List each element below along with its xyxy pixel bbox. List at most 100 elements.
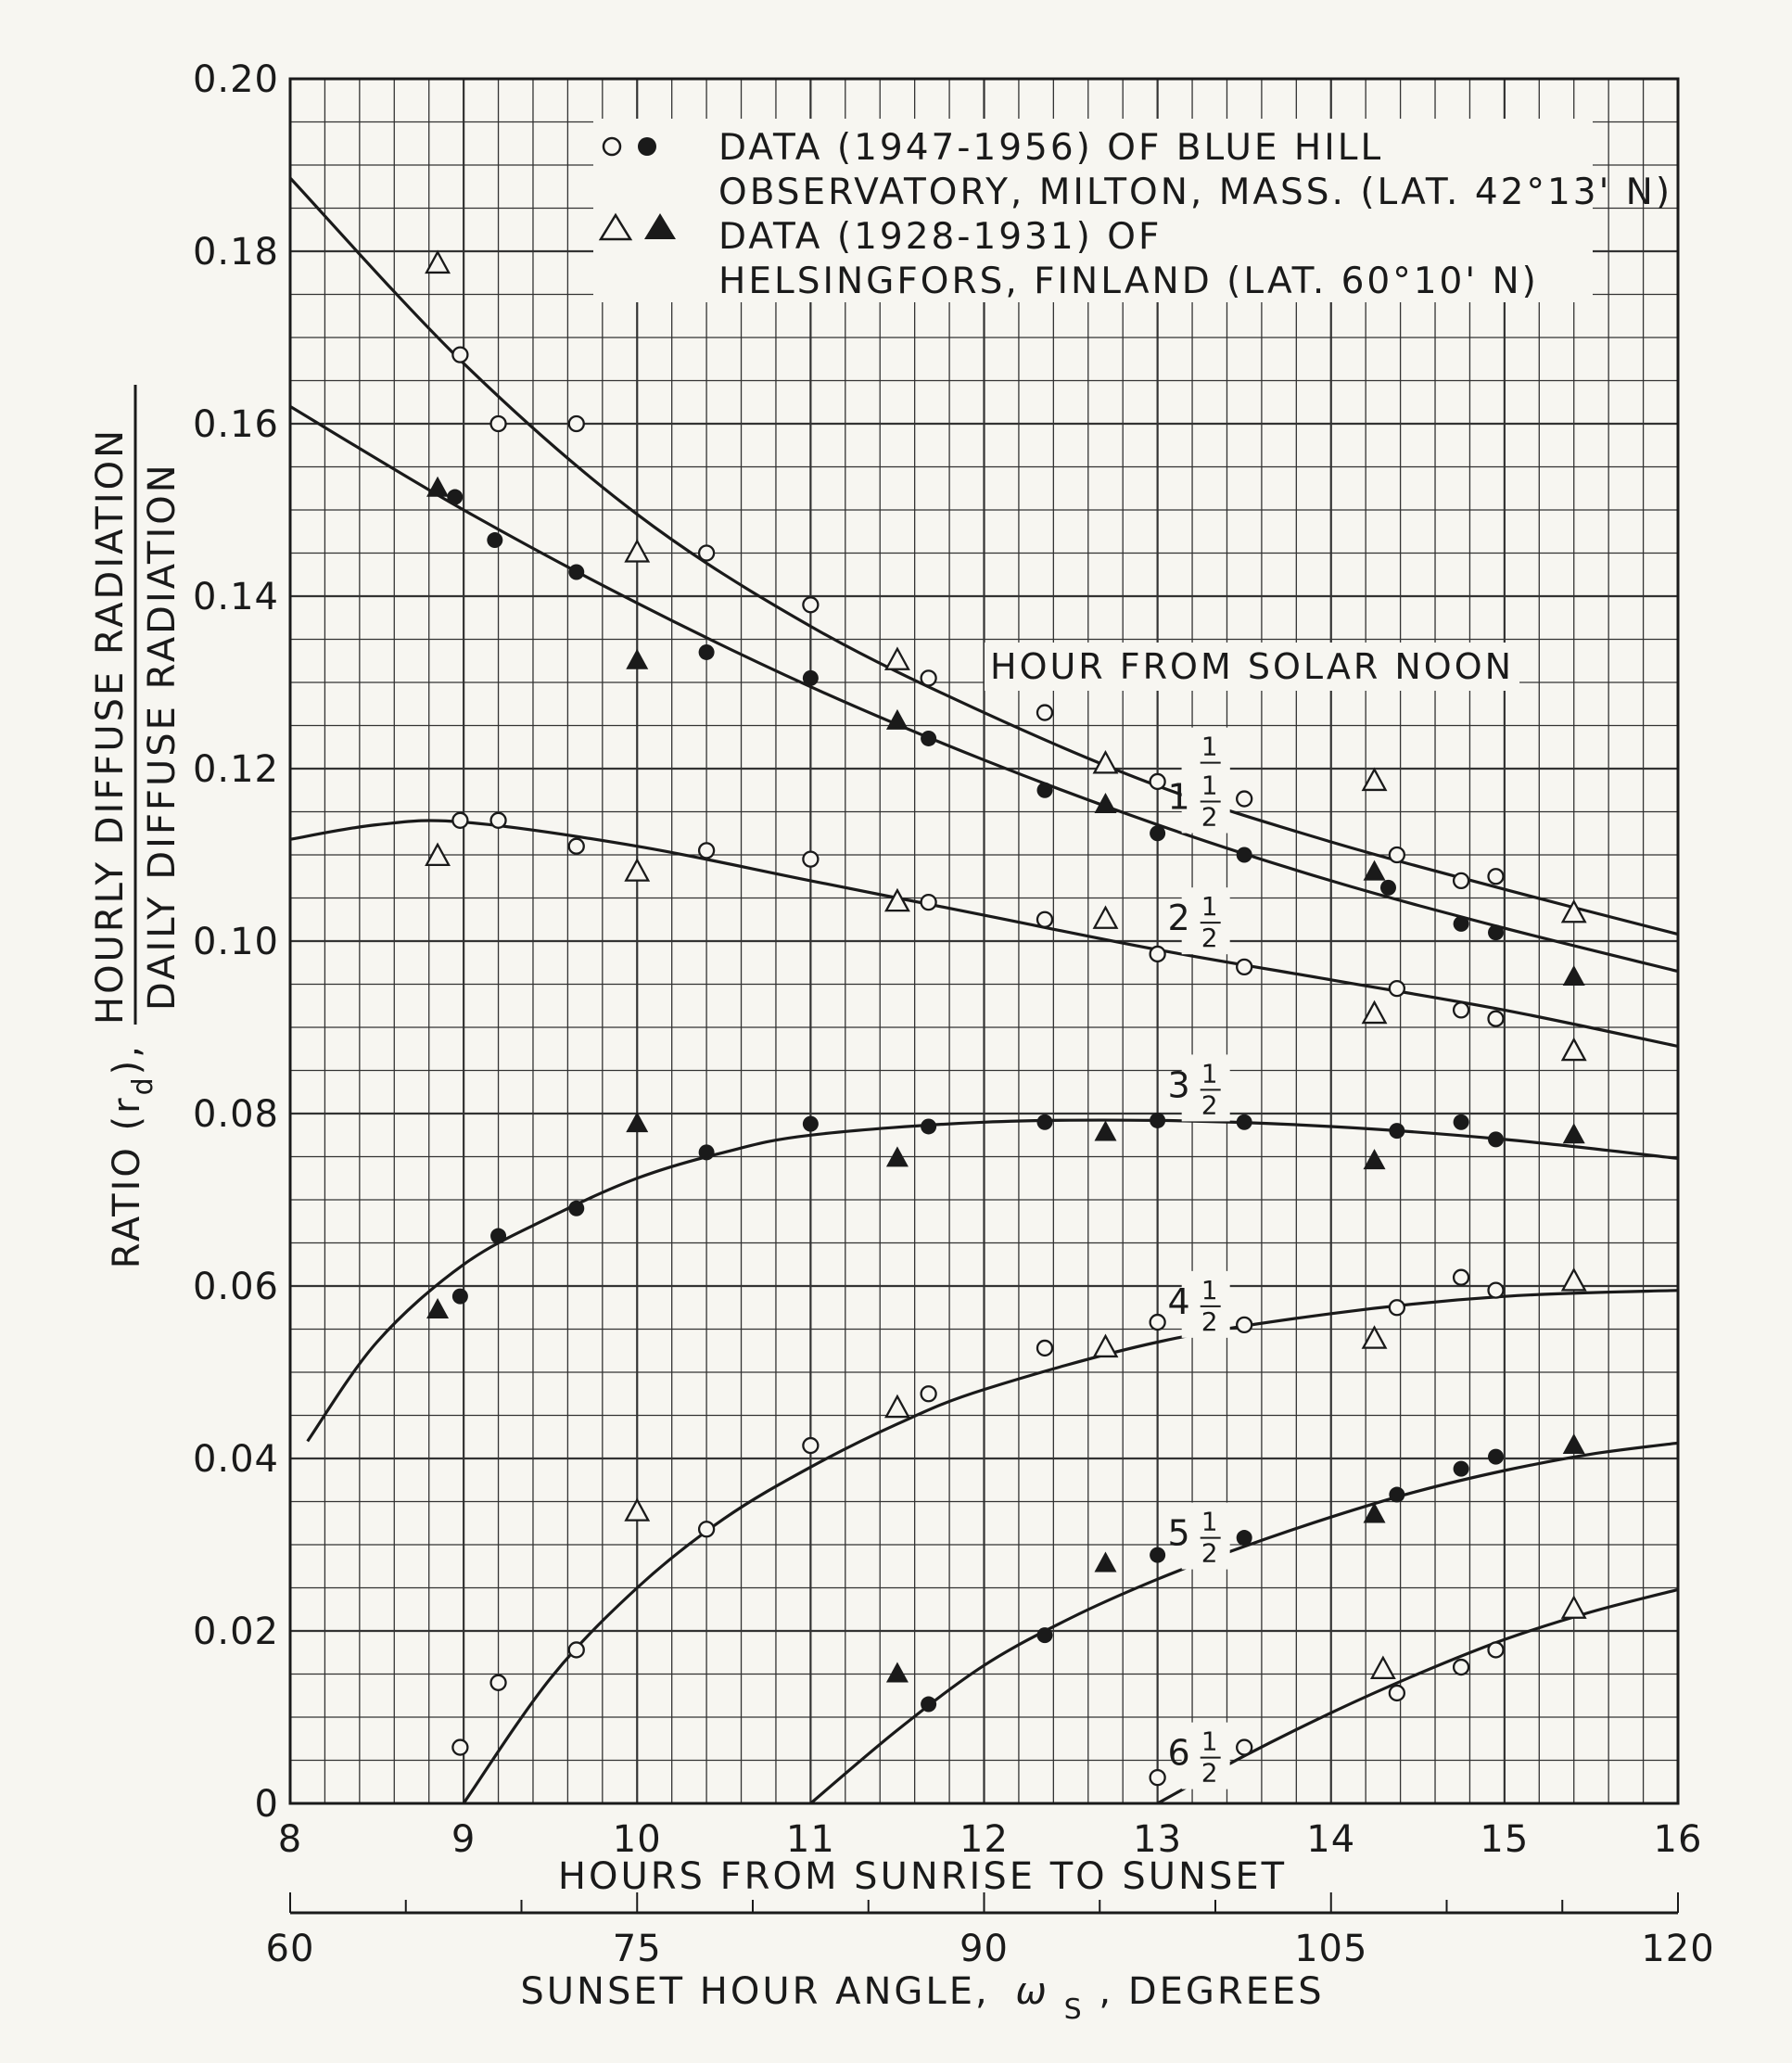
point-filled-circle — [451, 1288, 468, 1305]
point-filled-triangle — [1562, 1433, 1585, 1455]
point-filled-circle — [1488, 1131, 1505, 1148]
curve-0 — [288, 176, 1679, 936]
point-filled-circle — [1236, 847, 1252, 863]
curve-label-whole: 5 — [1168, 1513, 1193, 1554]
y-axis-title-numerator: HOURLY DIFFUSE RADIATION — [89, 427, 132, 1025]
point-open-circle — [802, 596, 820, 614]
point-filled-circle — [1236, 1114, 1252, 1130]
point-open-triangle — [884, 887, 910, 912]
legend-line-4: HELSINGFORS, FINLAND (LAT. 60°10' N) — [718, 261, 1539, 302]
point-filled-circle — [1150, 825, 1166, 842]
point-filled-circle — [1036, 1627, 1053, 1644]
point-filled-triangle — [1094, 793, 1117, 814]
point-filled-triangle — [1363, 1149, 1386, 1170]
curve-label-6: 6 12 — [1168, 1722, 1230, 1789]
point-filled-circle — [1488, 1448, 1505, 1465]
curve-label-numerator: 1 — [1201, 1507, 1218, 1537]
point-filled-circle — [1389, 1123, 1405, 1140]
curve-label-bg — [1181, 1270, 1230, 1338]
point-open-circle — [567, 1641, 585, 1659]
curve-3 — [306, 1118, 1679, 1443]
y-axis-title-sub: d — [127, 1075, 159, 1095]
y-axis-title: RATIO (rd), HOURLY DIFFUSE RADIATION DAI… — [89, 385, 184, 1268]
point-open-circle — [1388, 846, 1406, 864]
point-open-triangle — [1560, 1037, 1587, 1062]
y-tick-label: 0.18 — [193, 231, 279, 274]
x-tick-label: 14 — [1306, 1818, 1355, 1861]
curve-label-2: 2 12 — [1168, 887, 1230, 955]
curve-label-bg — [1181, 887, 1230, 955]
x2-tick-label: 90 — [960, 1928, 1009, 1970]
curve-label-denominator: 2 — [1201, 1089, 1218, 1120]
point-open-triangle — [1361, 767, 1388, 792]
point-open-circle — [1452, 1658, 1470, 1676]
point-open-triangle — [425, 249, 451, 274]
point-open-circle — [567, 837, 585, 855]
legend-line-3: DATA (1928-1931) OF — [718, 216, 1162, 258]
y-tick-label: 0.06 — [193, 1266, 279, 1308]
y-axis-ticks: 0 0.02 0.04 0.06 0.08 0.10 0.12 0.14 0.16 0.18 0.2… — [193, 58, 279, 1826]
point-filled-triangle — [626, 1112, 649, 1133]
point-open-circle — [920, 669, 937, 687]
point-filled-circle — [568, 1200, 585, 1216]
point-filled-triangle — [1363, 1502, 1386, 1523]
point-open-triangle — [1560, 1595, 1587, 1619]
point-open-circle — [1236, 790, 1253, 808]
point-open-circle — [1452, 872, 1470, 890]
curve-label-3: 3 12 — [1168, 1054, 1230, 1122]
curve-label-denominator: 2 — [1201, 923, 1218, 953]
point-open-circle — [697, 1521, 716, 1538]
point-open-triangle — [1092, 1333, 1119, 1358]
y-tick-label: 0.10 — [193, 921, 279, 963]
point-filled-triangle — [1363, 860, 1386, 881]
point-open-triangle — [624, 858, 651, 882]
point-open-triangle — [884, 1394, 910, 1419]
x-tick-label: 16 — [1654, 1818, 1703, 1861]
point-filled-circle — [1236, 1530, 1252, 1547]
legend-line-2: OBSERVATORY, MILTON, MASS. (LAT. 42°13' … — [718, 172, 1672, 213]
x-tick-label: 13 — [1133, 1818, 1182, 1861]
curve-label-denominator: 2 — [1201, 1306, 1218, 1337]
x2-tick-label: 120 — [1641, 1928, 1714, 1970]
x-tick-label: 8 — [278, 1818, 302, 1861]
legend: DATA (1947-1956) OF BLUE HILL OBSERVATOR… — [593, 119, 1672, 302]
x2-axis-title-text: SUNSET HOUR ANGLE, — [520, 1970, 989, 2013]
y-axis-title-denominator: DAILY DIFFUSE RADIATION — [141, 462, 184, 1011]
point-open-circle — [1149, 772, 1166, 791]
point-filled-circle — [1389, 1486, 1405, 1503]
point-open-triangle — [1560, 1267, 1587, 1292]
y-axis-title-prefix: RATIO (rd), — [106, 1043, 159, 1268]
point-filled-circle — [1150, 1112, 1166, 1128]
point-filled-circle — [1453, 1114, 1469, 1130]
point-open-circle — [1487, 868, 1505, 885]
point-filled-triangle — [1094, 1120, 1117, 1141]
legend-box — [593, 119, 1593, 302]
x-axis-title: HOURS FROM SUNRISE TO SUNSET — [558, 1855, 1287, 1898]
data-points — [425, 249, 1587, 1787]
curve-label-whole: 2 — [1168, 898, 1193, 938]
point-open-triangle — [1369, 1655, 1396, 1679]
point-open-circle — [451, 1738, 469, 1756]
point-open-circle — [920, 1385, 937, 1403]
curve-label-bg — [1181, 1054, 1230, 1122]
point-filled-circle — [921, 1696, 937, 1713]
curve-label-1: 1 12 — [1168, 766, 1230, 834]
legend-line-1: DATA (1947-1956) OF BLUE HILL — [718, 127, 1383, 169]
curve-label-whole: 1 — [1168, 777, 1193, 818]
y-tick-label: 0.04 — [193, 1438, 279, 1481]
legend-open-circle-icon — [602, 136, 622, 157]
curve-label-numerator: 1 — [1201, 891, 1218, 922]
point-open-circle — [1149, 1313, 1166, 1331]
x-axis-ticks: 8 9 10 11 12 13 14 15 16 — [278, 1818, 1703, 1861]
point-filled-triangle — [1094, 1551, 1117, 1573]
legend-filled-triangle-icon — [644, 213, 676, 239]
point-filled-circle — [487, 532, 503, 549]
y-tick-label: 0.08 — [193, 1093, 279, 1136]
point-open-circle — [1236, 1738, 1253, 1756]
curve-4 — [462, 1289, 1679, 1804]
point-open-circle — [1487, 1641, 1505, 1659]
point-filled-circle — [698, 643, 715, 660]
point-open-circle — [451, 346, 469, 363]
point-filled-triangle — [885, 708, 909, 730]
